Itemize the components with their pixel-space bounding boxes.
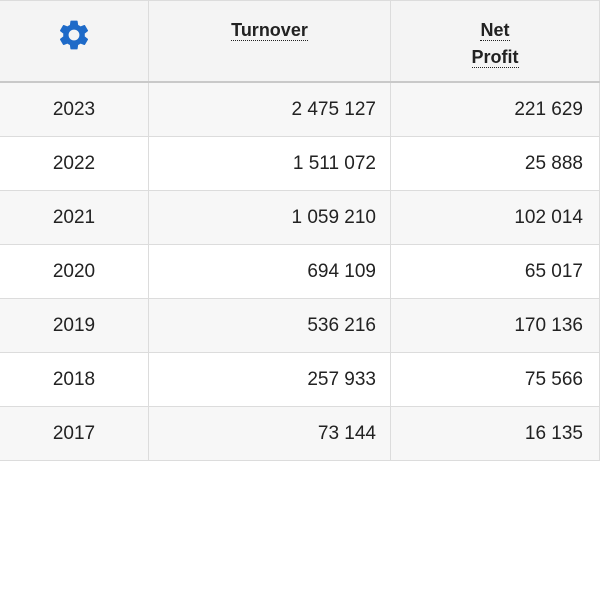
- gear-icon[interactable]: [56, 17, 92, 53]
- table-row: 2017 73 144 16 135: [0, 407, 600, 461]
- table-row: 2021 1 059 210 102 014: [0, 191, 600, 245]
- table-row: 2023 2 475 127 221 629: [0, 83, 600, 137]
- year-cell: 2017: [0, 407, 149, 460]
- net-profit-cell: 221 629: [391, 83, 600, 136]
- year-cell: 2023: [0, 83, 149, 136]
- table-row: 2022 1 511 072 25 888: [0, 137, 600, 191]
- table-row: 2020 694 109 65 017: [0, 245, 600, 299]
- net-profit-cell: 102 014: [391, 191, 600, 244]
- financial-table: Turnover Net Profit 2023 2 475 127 221 6…: [0, 0, 600, 461]
- year-cell: 2019: [0, 299, 149, 352]
- table-header-row: Turnover Net Profit: [0, 1, 600, 83]
- net-profit-cell: 25 888: [391, 137, 600, 190]
- year-cell: 2020: [0, 245, 149, 298]
- table-row: 2019 536 216 170 136: [0, 299, 600, 353]
- turnover-cell: 257 933: [149, 353, 391, 406]
- net-profit-header-line1: Net: [480, 20, 510, 41]
- turnover-cell: 694 109: [149, 245, 391, 298]
- turnover-cell: 2 475 127: [149, 83, 391, 136]
- turnover-header-label: Turnover: [231, 20, 308, 41]
- turnover-cell: 536 216: [149, 299, 391, 352]
- settings-cell: [0, 1, 149, 81]
- turnover-cell: 1 511 072: [149, 137, 391, 190]
- net-profit-cell: 65 017: [391, 245, 600, 298]
- net-profit-cell: 75 566: [391, 353, 600, 406]
- column-header-turnover[interactable]: Turnover: [149, 1, 391, 81]
- net-profit-cell: 16 135: [391, 407, 600, 460]
- year-cell: 2021: [0, 191, 149, 244]
- turnover-cell: 73 144: [149, 407, 391, 460]
- net-profit-header-line2: Profit: [471, 47, 519, 68]
- year-cell: 2018: [0, 353, 149, 406]
- turnover-cell: 1 059 210: [149, 191, 391, 244]
- year-cell: 2022: [0, 137, 149, 190]
- table-row: 2018 257 933 75 566: [0, 353, 600, 407]
- net-profit-cell: 170 136: [391, 299, 600, 352]
- column-header-net-profit[interactable]: Net Profit: [391, 1, 600, 81]
